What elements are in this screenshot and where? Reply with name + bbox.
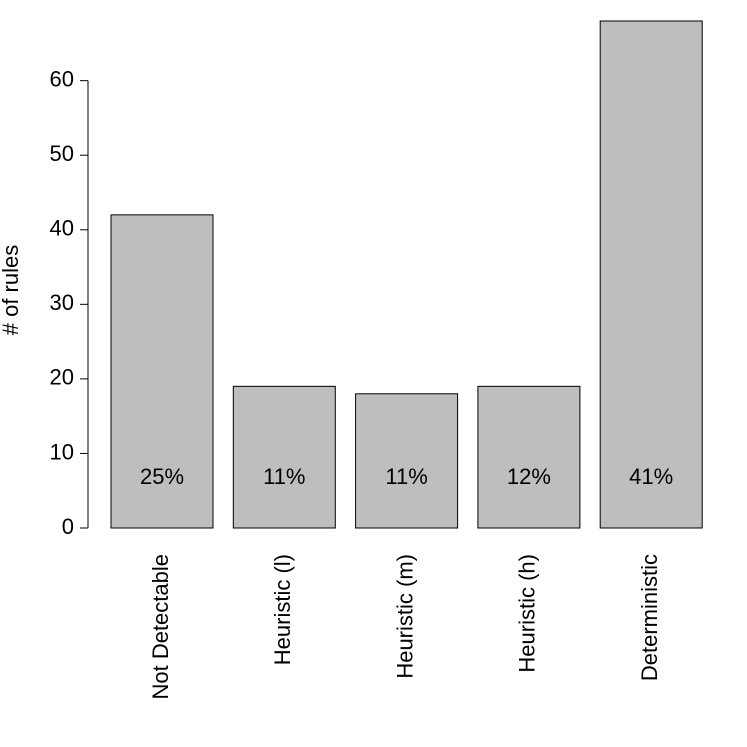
y-tick-label: 20 <box>50 365 74 390</box>
y-tick-label: 60 <box>50 66 74 91</box>
share-label: 41% <box>629 464 673 489</box>
y-tick-label: 0 <box>62 514 74 539</box>
bar <box>110 214 214 529</box>
share-label: 11% <box>263 464 305 489</box>
y-tick-label: 10 <box>50 439 74 464</box>
bar <box>355 393 459 529</box>
share-label: 25% <box>140 464 184 489</box>
x-tick-label: Heuristic (h) <box>515 554 540 673</box>
bar <box>599 20 703 529</box>
share-label: 12% <box>507 464 551 489</box>
y-tick-label: 40 <box>50 216 74 241</box>
y-tick-label: 50 <box>50 141 74 166</box>
share-label: 11% <box>385 464 427 489</box>
bar <box>232 385 336 529</box>
x-tick-label: Deterministic <box>637 554 662 681</box>
y-tick-label: 30 <box>50 290 74 315</box>
x-tick-label: Heuristic (m) <box>392 554 417 679</box>
bar <box>477 385 581 529</box>
x-tick-label: Not Detectable <box>148 554 173 700</box>
y-axis-label: # of rules <box>0 245 23 336</box>
x-tick-label: Heuristic (l) <box>270 554 295 665</box>
